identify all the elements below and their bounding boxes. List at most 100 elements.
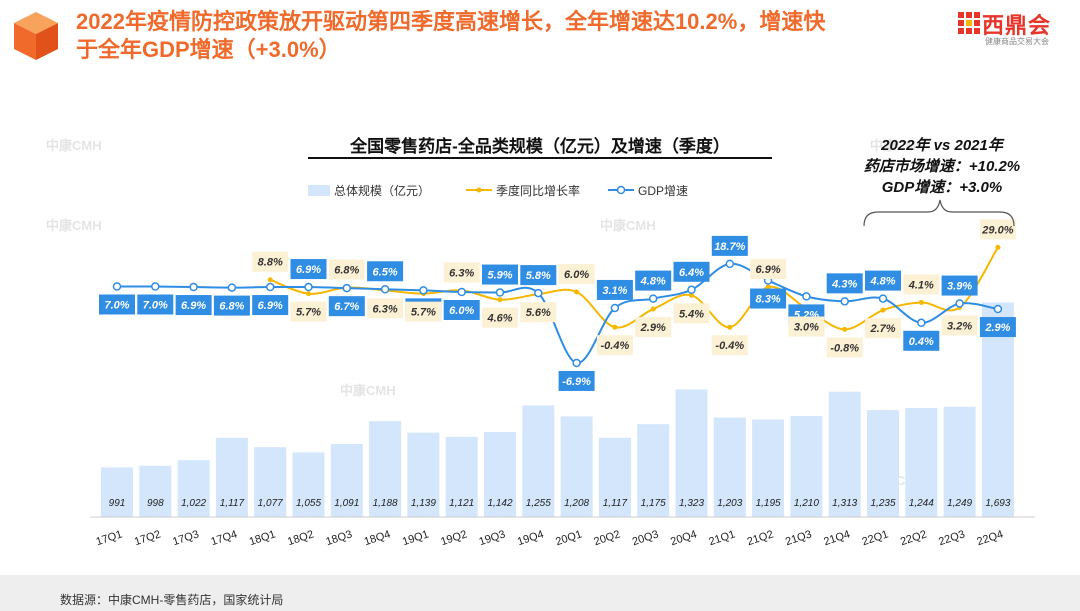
gdp-label-box xyxy=(750,288,787,309)
retail-data-label: 5.4% xyxy=(679,308,704,320)
gdp-data-label: -6.9% xyxy=(562,376,591,388)
bar-value-label: 1,121 xyxy=(449,498,474,509)
gdp-label-box xyxy=(367,261,404,282)
gdp-growth-point xyxy=(917,318,926,328)
gdp-label-box xyxy=(826,273,863,294)
bar-value-label: 998 xyxy=(147,498,164,509)
retail-growth-point xyxy=(689,292,694,298)
retail-data-label: 6.8% xyxy=(334,265,359,277)
watermark: 中康CMH xyxy=(340,383,396,398)
gdp-data-label: 6.8% xyxy=(219,301,244,313)
gdp-growth-point xyxy=(993,304,1003,314)
x-tick-label: 17Q1 xyxy=(95,528,124,548)
x-tick-label: 21Q4 xyxy=(822,528,851,548)
brand-logo-subtitle: 健康商品交易大会 xyxy=(985,37,1049,46)
gdp-data-label: 6.4% xyxy=(679,267,704,279)
retail-data-label: -0.8% xyxy=(830,342,859,354)
title-line-1: 2022年疫情防控政策放开驱动第四季度高速增长，全年增速达10.2%，增速快 xyxy=(76,9,826,34)
annotation-line-2: 药店市场增速：+10.2% xyxy=(864,157,1020,175)
retail-data-label: 2.7% xyxy=(869,323,895,335)
gdp-data-label: 7.0% xyxy=(104,300,129,312)
bar-value-label: 991 xyxy=(109,498,126,509)
legend-retail-label: 季度同比增长率 xyxy=(496,183,580,198)
gdp-growth-point xyxy=(419,286,428,295)
x-tick-label: 18Q4 xyxy=(363,528,392,548)
retail-data-label: 3.2% xyxy=(947,320,972,332)
retail-data-label: 6.9% xyxy=(756,264,781,276)
x-tick-label: 19Q3 xyxy=(478,528,507,548)
bar-value-label: 1,077 xyxy=(258,498,283,509)
title-line-2: 于全年GDP增速（+3.0%） xyxy=(76,37,341,62)
bar-value-label: 1,235 xyxy=(870,498,895,509)
gdp-label-box xyxy=(175,295,212,316)
x-tick-label: 18Q3 xyxy=(324,528,353,548)
gdp-data-label: 6.5% xyxy=(373,266,398,278)
retail-data-label: 2.9% xyxy=(640,322,666,334)
bar-value-label: 1,693 xyxy=(985,498,1010,509)
gdp-growth-point xyxy=(495,288,505,297)
x-tick-label: 17Q4 xyxy=(210,528,239,548)
gdp-data-label: 0.4% xyxy=(909,336,934,348)
gdp-growth-point xyxy=(189,282,198,292)
bar xyxy=(905,407,938,517)
bar-value-label: 1,188 xyxy=(373,498,398,509)
gdp-growth-point xyxy=(457,287,466,297)
gdp-growth-point xyxy=(840,297,849,306)
gdp-data-label: 5.8% xyxy=(526,270,551,282)
retail-growth-point xyxy=(497,297,503,303)
x-tick-label: 22Q4 xyxy=(976,528,1005,548)
bar xyxy=(177,460,210,517)
footer-bar xyxy=(0,575,1080,611)
retail-label-box xyxy=(252,251,289,272)
gdp-data-label: 7.0% xyxy=(143,300,168,312)
x-tick-label: 19Q1 xyxy=(401,528,430,548)
gdp-data-label: 18.7% xyxy=(714,241,745,253)
retail-label-box xyxy=(865,318,901,339)
retail-label-box xyxy=(711,335,748,356)
retail-growth-point xyxy=(650,306,656,312)
bar xyxy=(522,405,555,517)
retail-label-box xyxy=(443,262,480,283)
gdp-data-label: 2.9% xyxy=(984,322,1010,334)
retail-data-label: 5.6% xyxy=(526,307,551,319)
retail-label-box xyxy=(673,303,710,324)
x-tick-label: 20Q3 xyxy=(631,528,660,548)
retail-growth-point xyxy=(574,289,580,295)
gdp-growth-point xyxy=(878,294,888,303)
retail-label-box xyxy=(482,307,518,328)
x-tick-label: 18Q1 xyxy=(248,528,277,548)
retail-data-label: 5.7% xyxy=(296,307,321,319)
bar xyxy=(215,437,248,517)
retail-label-box xyxy=(941,315,978,336)
bar xyxy=(254,447,287,517)
bar-value-label: 1,142 xyxy=(487,498,512,509)
retail-label-box xyxy=(367,298,404,319)
bar xyxy=(598,437,631,517)
retail-data-label: 6.3% xyxy=(373,303,398,315)
bar xyxy=(101,467,133,517)
gdp-data-label: 6.0% xyxy=(449,305,474,317)
bar-value-label: 1,022 xyxy=(181,498,206,509)
gdp-label-box xyxy=(443,300,480,320)
gdp-label-box xyxy=(635,270,672,291)
x-tick-label: 20Q4 xyxy=(669,528,698,548)
gdp-growth-point xyxy=(610,303,620,313)
retail-label-box xyxy=(290,301,327,322)
retail-growth-point xyxy=(842,326,848,332)
bar-value-label: 1,323 xyxy=(679,498,704,509)
gdp-label-box xyxy=(941,275,978,296)
bar xyxy=(369,421,402,517)
retail-data-label: 8.8% xyxy=(258,257,283,269)
gdp-data-label: 4.8% xyxy=(869,276,895,288)
brand-logo-text: 西鼎会 xyxy=(982,13,1052,38)
retail-data-label: 6.3% xyxy=(449,267,474,279)
retail-label-box xyxy=(979,219,1016,240)
x-tick-label: 20Q2 xyxy=(593,528,622,548)
bar xyxy=(445,436,478,517)
retail-label-box xyxy=(826,337,863,358)
gdp-label-box xyxy=(99,294,135,315)
x-tick-label: 18Q2 xyxy=(286,528,315,548)
gdp-growth-point xyxy=(265,282,275,292)
retail-data-label: 29.0% xyxy=(981,224,1013,236)
x-tick-label: 19Q2 xyxy=(439,528,468,548)
